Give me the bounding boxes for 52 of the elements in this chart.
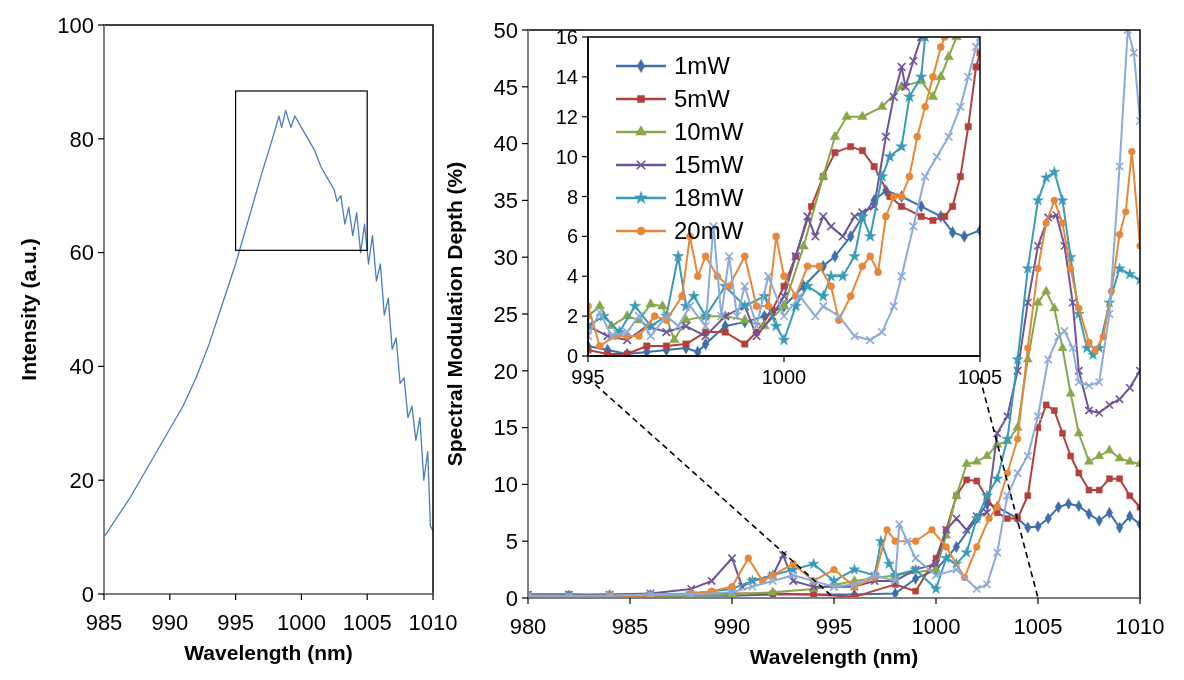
- x-tick-label: 1010: [1115, 614, 1165, 639]
- x-tick-label: 980: [509, 614, 547, 639]
- y-tick-label: 0: [505, 585, 518, 611]
- x-tick-label: 995: [571, 366, 605, 388]
- x-axis-title: Wavelength (nm): [184, 641, 353, 664]
- x-tick-label: 990: [713, 614, 751, 639]
- y-tick-label: 35: [493, 188, 518, 214]
- y-tick-label: 15: [493, 415, 518, 441]
- y-tick-label: 20: [493, 358, 518, 384]
- y-tick-label: 40: [493, 131, 518, 157]
- x-tick-label: 1010: [408, 610, 458, 635]
- y-tick-label: 10: [493, 472, 518, 498]
- legend-label: 5mW: [674, 85, 731, 113]
- y-tick-label: 6: [566, 225, 578, 248]
- y-tick-label: 30: [493, 244, 518, 270]
- legend-label: 10mW: [674, 118, 744, 146]
- y-tick-label: 40: [69, 354, 94, 380]
- x-tick-label: 990: [151, 610, 189, 635]
- x-tick-label: 1005: [1013, 614, 1063, 639]
- x-tick-label: 995: [815, 614, 853, 639]
- y-tick-label: 12: [555, 105, 578, 128]
- x-tick-label: 985: [85, 610, 123, 635]
- y-tick-label: 80: [69, 126, 94, 152]
- y-tick-label: 25: [493, 301, 518, 327]
- y-axis-title: Intensity (a.u.): [17, 238, 40, 381]
- y-tick-label: 16: [555, 26, 578, 48]
- y-tick-label: 2: [566, 305, 578, 328]
- y-tick-label: 50: [493, 17, 518, 43]
- x-tick-label: 1000: [761, 366, 807, 388]
- y-tick-label: 45: [493, 74, 518, 100]
- x-tick-label: 1000: [911, 614, 961, 639]
- y-axis-title: Spectral Modulation Depth (%): [443, 161, 466, 467]
- x-tick-label: 985: [611, 614, 649, 639]
- x-axis-title: Wavelength (nm): [749, 645, 919, 668]
- legend-label: 20mW: [674, 217, 744, 245]
- y-tick-label: 60: [69, 240, 94, 266]
- legend-label: 18mW: [674, 184, 744, 212]
- y-tick-label: 10: [555, 145, 578, 168]
- y-tick-label: 0: [81, 581, 94, 607]
- x-tick-label: 995: [217, 610, 254, 635]
- legend-label: 1mW: [674, 52, 731, 80]
- y-tick-label: 0: [566, 345, 578, 367]
- y-tick-label: 20: [69, 467, 94, 493]
- x-tick-label: 1005: [342, 610, 392, 635]
- y-tick-label: 5: [505, 528, 518, 554]
- y-tick-label: 100: [57, 12, 94, 38]
- y-tick-label: 14: [555, 65, 578, 88]
- x-tick-label: 1000: [276, 610, 326, 635]
- y-tick-label: 8: [566, 185, 578, 208]
- y-tick-label: 4: [566, 265, 578, 288]
- legend-label: 15mW: [674, 151, 744, 179]
- x-tick-label: 1005: [957, 366, 1003, 388]
